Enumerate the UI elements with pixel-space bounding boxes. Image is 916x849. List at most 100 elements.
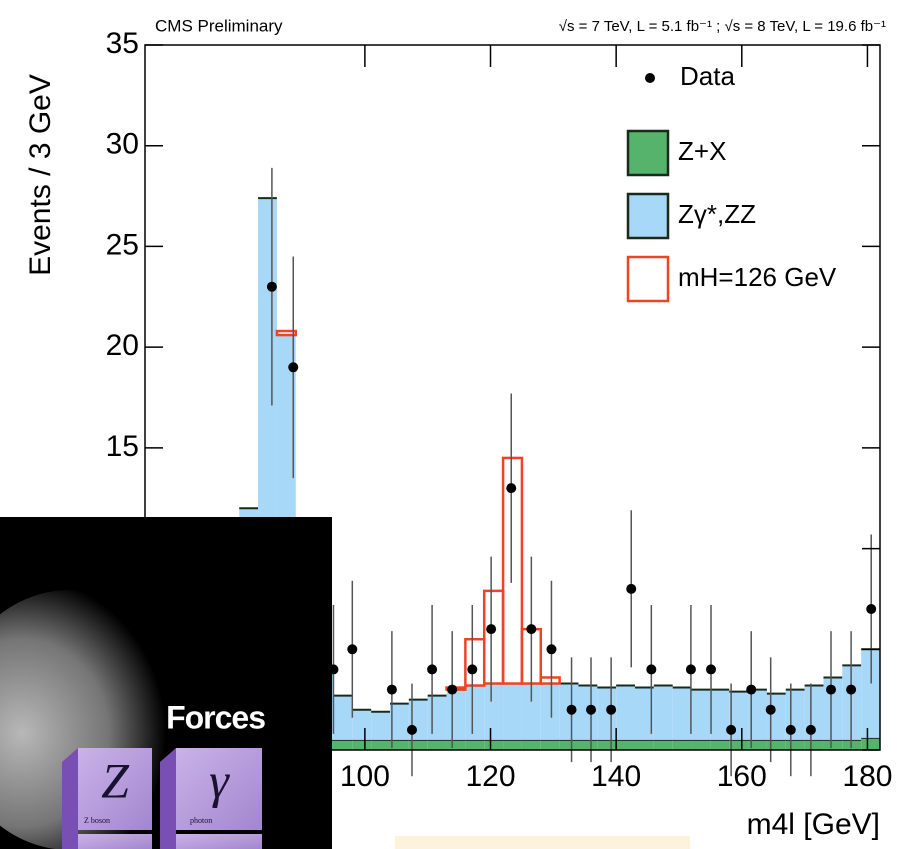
tile — [78, 834, 152, 849]
stack-bar — [541, 740, 560, 750]
stack-bar — [654, 740, 673, 750]
data-point — [506, 483, 516, 493]
data-point — [486, 624, 496, 634]
stack-bar — [710, 690, 729, 740]
tile-caption: photon — [190, 816, 212, 825]
data-point — [567, 705, 577, 715]
stack-bar — [597, 740, 616, 750]
y-tick-label: 20 — [106, 329, 139, 362]
stack-bar — [333, 740, 352, 750]
stack-bar — [616, 686, 635, 740]
data-point — [387, 685, 397, 695]
data-point — [626, 584, 636, 594]
legend-swatch — [628, 131, 668, 175]
data-point — [347, 644, 357, 654]
stack-bar — [786, 740, 805, 750]
stack-bar — [371, 712, 390, 740]
legend-label: mH=126 GeV — [678, 262, 837, 292]
stack-bar — [484, 740, 503, 750]
stack-bar — [484, 684, 503, 740]
stack-bar — [654, 686, 673, 740]
tile — [176, 834, 262, 849]
legend-marker — [645, 73, 655, 83]
stack-bar — [428, 696, 447, 740]
signal-bar — [541, 677, 560, 683]
y-tick-label: 25 — [106, 228, 139, 261]
stack-bar — [447, 740, 466, 750]
data-point — [586, 705, 596, 715]
y-axis-label: Events / 3 GeV — [24, 74, 57, 276]
data-point — [526, 624, 536, 634]
stack-bar — [390, 740, 409, 750]
stack-bar — [333, 696, 352, 740]
chart-subtitle: √s = 7 TeV, L = 5.1 fb⁻¹ ; √s = 8 TeV, L… — [559, 18, 886, 35]
stack-bar — [560, 740, 579, 750]
signal-bar — [465, 639, 484, 685]
stack-bar — [522, 740, 541, 750]
stack-bar — [541, 684, 560, 740]
screenshot: CMS Preliminary √s = 7 TeV, L = 5.1 fb⁻¹… — [0, 0, 916, 849]
overlay-image: Forces Z Z boson γ photon — [0, 517, 332, 849]
stack-bar — [861, 738, 880, 750]
data-point — [288, 362, 298, 372]
data-point — [746, 685, 756, 695]
tile-caption: Z boson — [84, 816, 110, 825]
stack-bar — [635, 740, 654, 750]
stack-bar — [692, 740, 711, 750]
data-point — [467, 664, 477, 674]
data-point — [726, 725, 736, 735]
stack-bar — [710, 740, 729, 750]
stack-bar — [616, 740, 635, 750]
stack-bar — [390, 704, 409, 740]
stack-bar — [447, 690, 466, 740]
stack-bar — [673, 688, 692, 740]
stack-bar — [823, 740, 842, 750]
tile-side — [62, 748, 78, 849]
data-point — [786, 725, 796, 735]
stack-bar — [465, 740, 484, 750]
legend-label: Data — [680, 61, 735, 91]
stack-bar — [465, 686, 484, 740]
stack-bar — [428, 740, 447, 750]
stack-bar — [692, 690, 711, 740]
data-point — [546, 644, 556, 654]
legend-swatch — [628, 194, 668, 238]
x-tick-label: 180 — [842, 760, 892, 793]
data-point — [427, 664, 437, 674]
data-point — [766, 705, 776, 715]
data-point — [846, 685, 856, 695]
stack-bar — [767, 740, 786, 750]
x-tick-label: 140 — [591, 760, 641, 793]
x-tick-label: 160 — [717, 760, 767, 793]
data-point — [407, 725, 417, 735]
chart-title: CMS Preliminary — [155, 16, 283, 35]
x-axis-label: m4l [GeV] — [747, 808, 880, 841]
tile-symbol: γ — [209, 752, 230, 808]
data-point — [866, 604, 876, 614]
legend-label: Z+X — [678, 136, 726, 166]
stack-bar — [673, 740, 692, 750]
stack-bar — [578, 740, 597, 750]
stack-bar — [805, 740, 824, 750]
data-point — [267, 282, 277, 292]
tile-side — [160, 748, 176, 849]
data-point — [806, 725, 816, 735]
stack-bar — [503, 740, 522, 750]
signal-bar — [484, 591, 503, 684]
x-tick-label: 120 — [465, 760, 515, 793]
legend-label: Zγ*,ZZ — [678, 199, 756, 229]
tile-symbol: Z — [101, 752, 130, 808]
stack-bar — [503, 684, 522, 740]
stack-bar — [352, 710, 371, 740]
data-point — [826, 685, 836, 695]
y-tick-label: 30 — [106, 128, 139, 161]
stack-bar — [767, 694, 786, 740]
stack-bar — [371, 740, 390, 750]
data-point — [447, 685, 457, 695]
data-point — [646, 664, 656, 674]
data-point — [706, 664, 716, 674]
stack-bar — [352, 740, 371, 750]
stack-bar — [729, 740, 748, 750]
legend-swatch — [628, 257, 668, 301]
overlay-heading: Forces — [166, 699, 265, 735]
